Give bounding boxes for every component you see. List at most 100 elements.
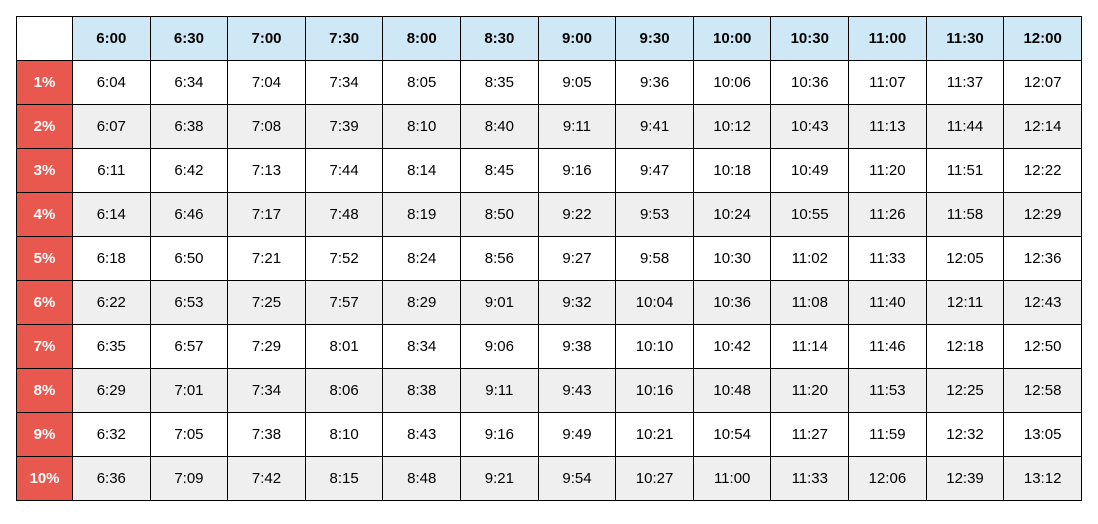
row-header: 8% (17, 369, 73, 413)
data-cell: 9:32 (538, 281, 616, 325)
data-cell: 6:18 (73, 237, 151, 281)
row-header: 7% (17, 325, 73, 369)
data-cell: 9:43 (538, 369, 616, 413)
table-row: 10%6:367:097:428:158:489:219:5410:2711:0… (17, 457, 1082, 501)
data-cell: 6:34 (150, 61, 228, 105)
table-row: 2%6:076:387:087:398:108:409:119:4110:121… (17, 105, 1082, 149)
data-cell: 11:02 (771, 237, 849, 281)
data-cell: 10:55 (771, 193, 849, 237)
table-row: 1%6:046:347:047:348:058:359:059:3610:061… (17, 61, 1082, 105)
data-cell: 9:22 (538, 193, 616, 237)
data-cell: 7:05 (150, 413, 228, 457)
row-header: 1% (17, 61, 73, 105)
col-header: 7:30 (305, 17, 383, 61)
data-cell: 9:47 (616, 149, 694, 193)
data-cell: 10:06 (693, 61, 771, 105)
data-cell: 11:00 (693, 457, 771, 501)
data-cell: 7:34 (228, 369, 306, 413)
pace-table: 6:00 6:30 7:00 7:30 8:00 8:30 9:00 9:30 … (16, 16, 1082, 501)
data-cell: 6:50 (150, 237, 228, 281)
col-header: 6:30 (150, 17, 228, 61)
data-cell: 11:51 (926, 149, 1004, 193)
data-cell: 7:34 (305, 61, 383, 105)
data-cell: 6:42 (150, 149, 228, 193)
data-cell: 11:46 (849, 325, 927, 369)
data-cell: 7:38 (228, 413, 306, 457)
data-cell: 11:26 (849, 193, 927, 237)
data-cell: 9:38 (538, 325, 616, 369)
data-cell: 6:38 (150, 105, 228, 149)
data-cell: 8:10 (305, 413, 383, 457)
data-cell: 8:50 (461, 193, 539, 237)
data-cell: 9:06 (461, 325, 539, 369)
data-cell: 6:04 (73, 61, 151, 105)
data-cell: 10:36 (771, 61, 849, 105)
row-header: 3% (17, 149, 73, 193)
data-cell: 7:08 (228, 105, 306, 149)
data-cell: 11:58 (926, 193, 1004, 237)
table-row: 3%6:116:427:137:448:148:459:169:4710:181… (17, 149, 1082, 193)
data-cell: 9:41 (616, 105, 694, 149)
data-cell: 9:11 (538, 105, 616, 149)
data-cell: 11:27 (771, 413, 849, 457)
data-cell: 9:16 (538, 149, 616, 193)
data-cell: 10:49 (771, 149, 849, 193)
data-cell: 6:22 (73, 281, 151, 325)
data-cell: 12:22 (1004, 149, 1082, 193)
table-body: 1%6:046:347:047:348:058:359:059:3610:061… (17, 61, 1082, 501)
row-header: 10% (17, 457, 73, 501)
data-cell: 12:14 (1004, 105, 1082, 149)
col-header: 9:30 (616, 17, 694, 61)
row-header: 9% (17, 413, 73, 457)
data-cell: 10:10 (616, 325, 694, 369)
data-cell: 8:56 (461, 237, 539, 281)
table-row: 9%6:327:057:388:108:439:169:4910:2110:54… (17, 413, 1082, 457)
data-cell: 6:29 (73, 369, 151, 413)
data-cell: 7:39 (305, 105, 383, 149)
row-header: 5% (17, 237, 73, 281)
data-cell: 8:34 (383, 325, 461, 369)
data-cell: 12:39 (926, 457, 1004, 501)
data-cell: 10:54 (693, 413, 771, 457)
data-cell: 12:43 (1004, 281, 1082, 325)
data-cell: 6:07 (73, 105, 151, 149)
data-cell: 9:05 (538, 61, 616, 105)
data-cell: 10:43 (771, 105, 849, 149)
data-cell: 10:04 (616, 281, 694, 325)
col-header: 6:00 (73, 17, 151, 61)
data-cell: 12:50 (1004, 325, 1082, 369)
data-cell: 10:18 (693, 149, 771, 193)
table-row: 6%6:226:537:257:578:299:019:3210:0410:36… (17, 281, 1082, 325)
data-cell: 7:29 (228, 325, 306, 369)
data-cell: 12:36 (1004, 237, 1082, 281)
data-cell: 8:05 (383, 61, 461, 105)
table-row: 7%6:356:577:298:018:349:069:3810:1010:42… (17, 325, 1082, 369)
data-cell: 12:25 (926, 369, 1004, 413)
data-cell: 9:21 (461, 457, 539, 501)
data-cell: 6:35 (73, 325, 151, 369)
data-cell: 8:43 (383, 413, 461, 457)
data-cell: 8:10 (383, 105, 461, 149)
data-cell: 10:36 (693, 281, 771, 325)
data-cell: 13:05 (1004, 413, 1082, 457)
data-cell: 9:11 (461, 369, 539, 413)
data-cell: 12:58 (1004, 369, 1082, 413)
data-cell: 7:17 (228, 193, 306, 237)
col-header: 9:00 (538, 17, 616, 61)
data-cell: 10:21 (616, 413, 694, 457)
data-cell: 8:24 (383, 237, 461, 281)
data-cell: 11:20 (849, 149, 927, 193)
data-cell: 8:15 (305, 457, 383, 501)
data-cell: 8:06 (305, 369, 383, 413)
data-cell: 7:48 (305, 193, 383, 237)
data-cell: 11:20 (771, 369, 849, 413)
data-cell: 11:33 (771, 457, 849, 501)
data-cell: 11:53 (849, 369, 927, 413)
data-cell: 9:01 (461, 281, 539, 325)
data-cell: 6:57 (150, 325, 228, 369)
data-cell: 8:40 (461, 105, 539, 149)
data-cell: 8:48 (383, 457, 461, 501)
data-cell: 6:36 (73, 457, 151, 501)
data-cell: 12:06 (849, 457, 927, 501)
data-cell: 9:16 (461, 413, 539, 457)
